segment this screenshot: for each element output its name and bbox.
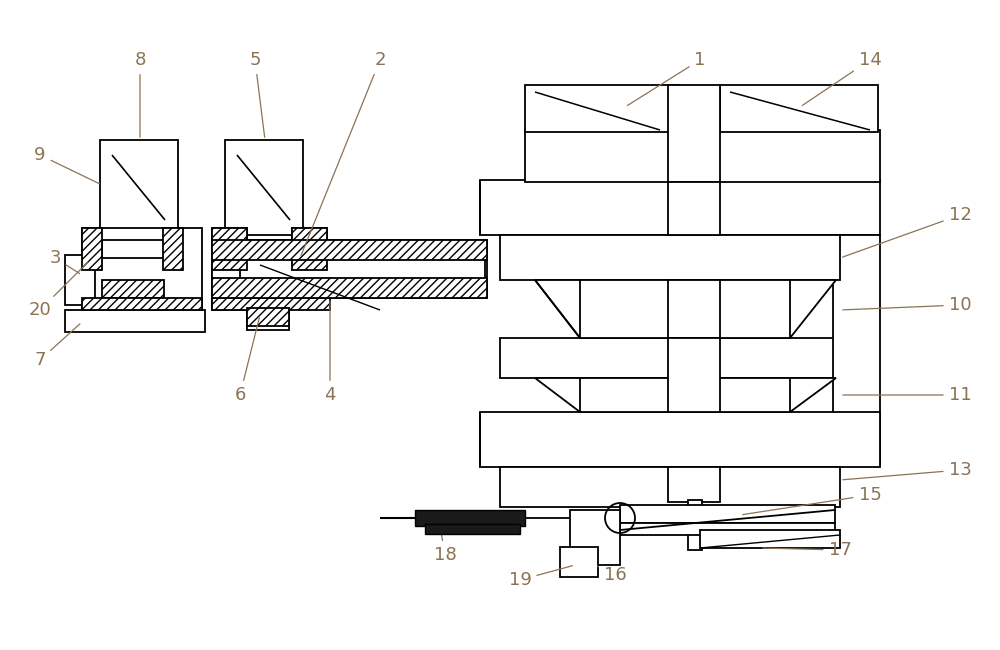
Bar <box>500 235 840 280</box>
Bar <box>668 280 720 338</box>
Text: 10: 10 <box>843 296 971 314</box>
Bar <box>480 180 880 235</box>
Bar <box>620 505 835 523</box>
Bar <box>292 228 327 280</box>
Text: 4: 4 <box>324 301 336 404</box>
Bar <box>102 280 164 298</box>
Bar <box>620 523 835 535</box>
Bar <box>525 130 880 182</box>
Bar <box>245 240 293 258</box>
Bar <box>500 467 840 507</box>
Text: 11: 11 <box>843 386 971 404</box>
Bar <box>225 140 303 235</box>
Bar <box>668 85 720 182</box>
Bar <box>212 240 487 260</box>
Bar <box>212 228 247 270</box>
Bar <box>240 258 485 280</box>
Bar <box>65 255 95 305</box>
Polygon shape <box>535 280 836 338</box>
Text: 7: 7 <box>34 324 80 369</box>
Text: 9: 9 <box>34 146 100 184</box>
Bar <box>833 235 880 465</box>
Bar <box>212 240 487 298</box>
Bar <box>688 500 702 550</box>
Bar <box>247 308 289 326</box>
Text: 18: 18 <box>434 528 456 564</box>
Text: 19: 19 <box>509 566 572 589</box>
Bar <box>82 228 102 270</box>
Text: 14: 14 <box>802 51 881 105</box>
Bar <box>500 338 840 378</box>
Bar <box>668 338 720 412</box>
Bar <box>480 412 880 467</box>
Bar <box>247 308 289 330</box>
Bar <box>163 228 183 270</box>
Bar <box>560 547 598 577</box>
Text: 15: 15 <box>743 486 881 515</box>
Polygon shape <box>535 378 836 412</box>
Bar <box>720 85 878 132</box>
Text: 2: 2 <box>301 51 386 255</box>
Bar <box>102 240 164 258</box>
Bar <box>570 510 620 565</box>
Text: 17: 17 <box>763 541 851 559</box>
Bar <box>525 85 680 132</box>
Text: 16: 16 <box>597 566 626 584</box>
Bar <box>65 310 205 332</box>
Text: 12: 12 <box>843 206 971 257</box>
Bar <box>247 280 289 298</box>
Bar <box>212 298 330 310</box>
Bar <box>82 228 202 310</box>
Bar <box>212 278 487 298</box>
Bar <box>668 467 720 502</box>
Bar <box>415 510 525 526</box>
Text: 3: 3 <box>49 249 80 274</box>
Bar <box>292 228 327 270</box>
Text: 1: 1 <box>627 51 706 105</box>
Text: 8: 8 <box>134 51 146 137</box>
Bar <box>100 140 178 235</box>
Text: 6: 6 <box>234 318 259 404</box>
Text: 5: 5 <box>249 51 265 137</box>
Bar <box>212 228 247 310</box>
Bar <box>82 298 202 310</box>
Bar <box>700 530 840 548</box>
Text: 20: 20 <box>29 262 88 319</box>
Text: 13: 13 <box>843 461 971 480</box>
Bar <box>425 524 520 534</box>
Bar <box>668 182 720 235</box>
